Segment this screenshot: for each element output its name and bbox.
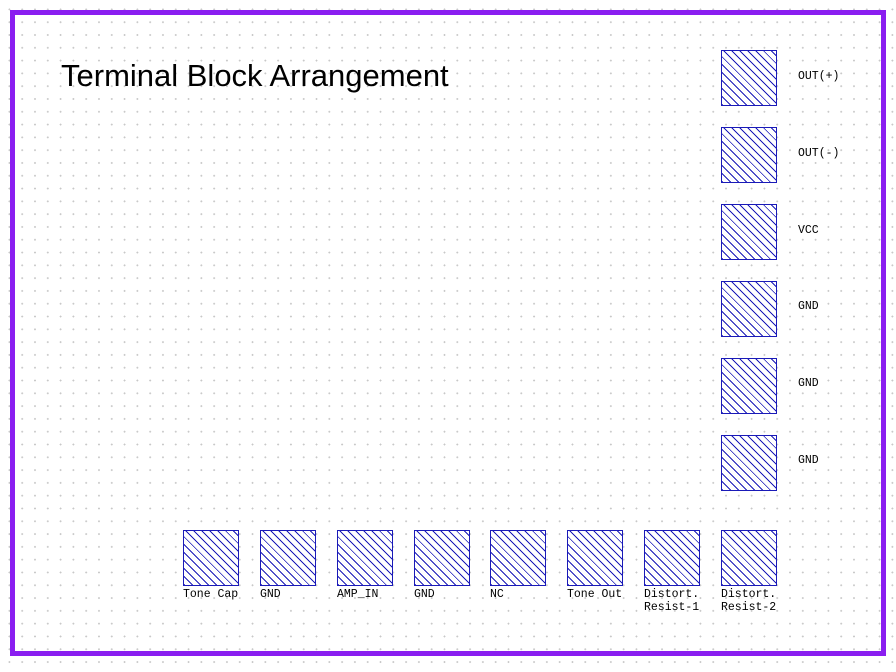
terminal-pad-nc bbox=[490, 530, 546, 586]
board-outline bbox=[10, 10, 886, 656]
terminal-pad-amp-in bbox=[337, 530, 393, 586]
terminal-label-gnd-3: GND bbox=[798, 454, 819, 467]
terminal-pad-distort-resist-1 bbox=[644, 530, 700, 586]
terminal-pad-gnd-1 bbox=[721, 281, 777, 337]
terminal-label-tone-out: Tone Out bbox=[567, 588, 623, 601]
terminal-label-gnd-2: GND bbox=[798, 377, 819, 390]
terminal-label-gnd-bottom-2: GND bbox=[414, 588, 435, 601]
terminal-label-nc: NC bbox=[490, 588, 504, 601]
terminal-pad-gnd-3 bbox=[721, 435, 777, 491]
terminal-pad-tone-out bbox=[567, 530, 623, 586]
terminal-label-vcc: VCC bbox=[798, 224, 819, 237]
terminal-label-distort-resist-2: Distort. Resist-2 bbox=[721, 588, 777, 614]
terminal-label-gnd-bottom-1: GND bbox=[260, 588, 281, 601]
terminal-label-gnd-1: GND bbox=[798, 300, 819, 313]
terminal-pad-gnd-bottom-2 bbox=[414, 530, 470, 586]
terminal-pad-tone-cap bbox=[183, 530, 239, 586]
terminal-pad-distort-resist-2 bbox=[721, 530, 777, 586]
terminal-label-out-plus: OUT(+) bbox=[798, 70, 840, 83]
terminal-pad-vcc bbox=[721, 204, 777, 260]
terminal-label-out-minus: OUT(-) bbox=[798, 147, 840, 160]
terminal-pad-gnd-2 bbox=[721, 358, 777, 414]
terminal-pad-gnd-bottom-1 bbox=[260, 530, 316, 586]
terminal-label-amp-in: AMP_IN bbox=[337, 588, 379, 601]
terminal-pad-out-minus bbox=[721, 127, 777, 183]
terminal-label-tone-cap: Tone Cap bbox=[183, 588, 239, 601]
terminal-label-distort-resist-1: Distort. Resist-1 bbox=[644, 588, 700, 614]
terminal-pad-out-plus bbox=[721, 50, 777, 106]
diagram-title: Terminal Block Arrangement bbox=[61, 58, 449, 93]
